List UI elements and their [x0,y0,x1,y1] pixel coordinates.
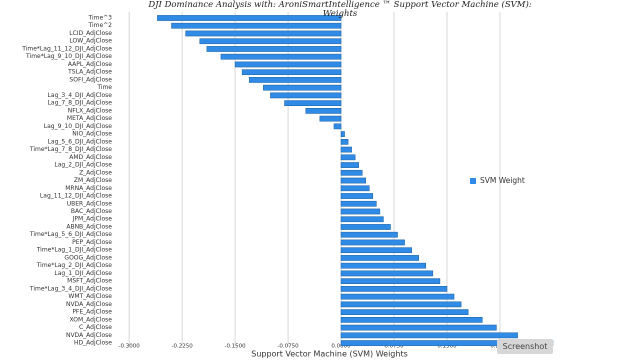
y-tick-label: Time^2 [87,22,112,29]
bar [340,293,455,300]
y-tick-label: NVDA_AdjClose [66,332,112,339]
x-tick-label: -0.2250 [171,344,193,350]
bar [340,193,374,199]
y-tick-label: NVDA_AdjClose [66,301,112,308]
bar [319,115,342,122]
y-tick-label: LOW_AdjClose [69,38,112,45]
y-tick-label: Lag_5_6_DJI_AdjClose [48,138,113,145]
x-tick-label: 0.0000 [331,344,351,350]
y-tick-label: Time*Lag_7_8_DJI_AdjClose [29,146,112,153]
y-tick-label: Time*Lag_9_10_DJI_AdjClose [25,53,112,60]
bar [340,286,448,292]
y-tick-label: Lag_7_8_DJI_AdjClose [48,100,113,107]
y-tick-label: MRNA_AdjClose [65,185,112,192]
bar [340,239,405,246]
y-tick-label: UBER_AdjClose [67,200,113,207]
y-tick-label: ABNB_AdjClose [66,223,112,230]
bar [340,278,441,285]
bar [340,200,377,207]
bar [305,108,342,114]
y-tick-label: Lag_3_4_DJI_AdjClose [48,92,113,99]
y-tick-label: Time*Lag_1_DJI_AdjClose [36,247,113,254]
y-tick-label: BAC_AdjClose [71,208,112,215]
y-tick-label: Lag_11_12_DJI_AdjClose [40,193,112,200]
bar [263,84,342,91]
bar [340,185,370,192]
bar [248,77,342,83]
bar [234,61,342,68]
bar [340,247,412,254]
y-tick-label: Time*Lag_3_4_DJI_AdjClose [29,285,112,292]
bar [340,332,518,339]
bar [340,138,349,145]
bar [340,208,381,215]
bar [340,224,391,230]
bar [340,216,384,223]
y-tick-label: TSLA_AdjClose [67,69,112,76]
y-tick-label: PEP_AdjClose [72,239,112,246]
y-tick-label: META_AdjClose [67,115,112,122]
y-tick-label: WMT_AdjClose [68,293,112,300]
bar [270,92,342,99]
y-tick-label: ZM_AdjClose [74,177,112,184]
y-tick-label: AMD_AdjClose [69,154,112,161]
bar [340,231,398,238]
y-tick-label: LCID_AdjClose [69,30,112,37]
bar [340,317,483,323]
bar [340,154,356,161]
x-tick-label: -0.0750 [277,344,299,350]
bar [340,146,352,153]
chart-title: DJI Dominance Analysis with: AroniSmartI… [148,0,532,19]
bar [241,69,342,76]
bar [284,100,342,106]
bar [340,301,462,308]
screenshot-button[interactable]: Screenshot [497,339,553,354]
bar [199,38,342,45]
legend-label: SVM Weight [480,176,525,185]
y-tick-label: C_AdjClose [79,324,112,331]
y-tick-label: Lag_9_10_DJI_AdjClose [44,123,113,130]
y-tick-label: NFLX_AdjClose [68,107,113,114]
y-tick-label: NIO_AdjClose [72,131,112,138]
y-tick-label: Time*Lag_5_6_DJI_AdjClose [29,231,112,238]
y-tick-label: SOFI_AdjClose [69,76,112,83]
y-tick-label: Time [96,84,112,91]
bar [220,53,342,60]
legend-swatch [470,178,476,184]
y-tick-label: HD_AdjClose [74,340,112,347]
y-tick-label: Z_AdjClose [79,169,112,176]
bar [185,30,342,37]
y-tick-label: Time*Lag_11_12_DJI_AdjClose [21,45,112,52]
bar [157,15,342,21]
bar [340,324,497,331]
bar [206,46,342,52]
bar [340,309,469,315]
y-tick-label: GOOG_AdjClose [64,254,112,261]
x-tick-label: 0.1500 [437,344,457,350]
bar [340,177,367,184]
y-tick-label: JPM_AdjClose [72,216,113,223]
x-tick-label: 0.0750 [384,344,404,350]
y-tick-label: Lag_1_DJI_AdjClose [54,270,112,277]
y-tick-label: XOM_AdjClose [70,316,113,323]
bar [333,123,342,130]
y-tick-label: MSFT_AdjClose [67,278,112,285]
bar [171,22,342,29]
y-tick-label: Lag_2_DJI_AdjClose [54,162,112,169]
bar [340,262,427,269]
x-tick-label: -0.3000 [119,344,141,350]
y-tick-label: Time*Lag_2_DJI_AdjClose [36,262,113,269]
x-tick-label: -0.1500 [224,344,246,350]
y-tick-label: Time^3 [87,15,112,22]
x-axis-label: Support Vector Machine (SVM) Weights [251,350,408,359]
y-tick-label: PFE_AdjClose [72,309,112,316]
bar [340,270,434,277]
bar [340,162,359,168]
bar [340,131,345,137]
y-tick-label: AAPL_AdjClose [68,61,112,68]
bar [340,169,363,176]
bar [340,255,419,261]
